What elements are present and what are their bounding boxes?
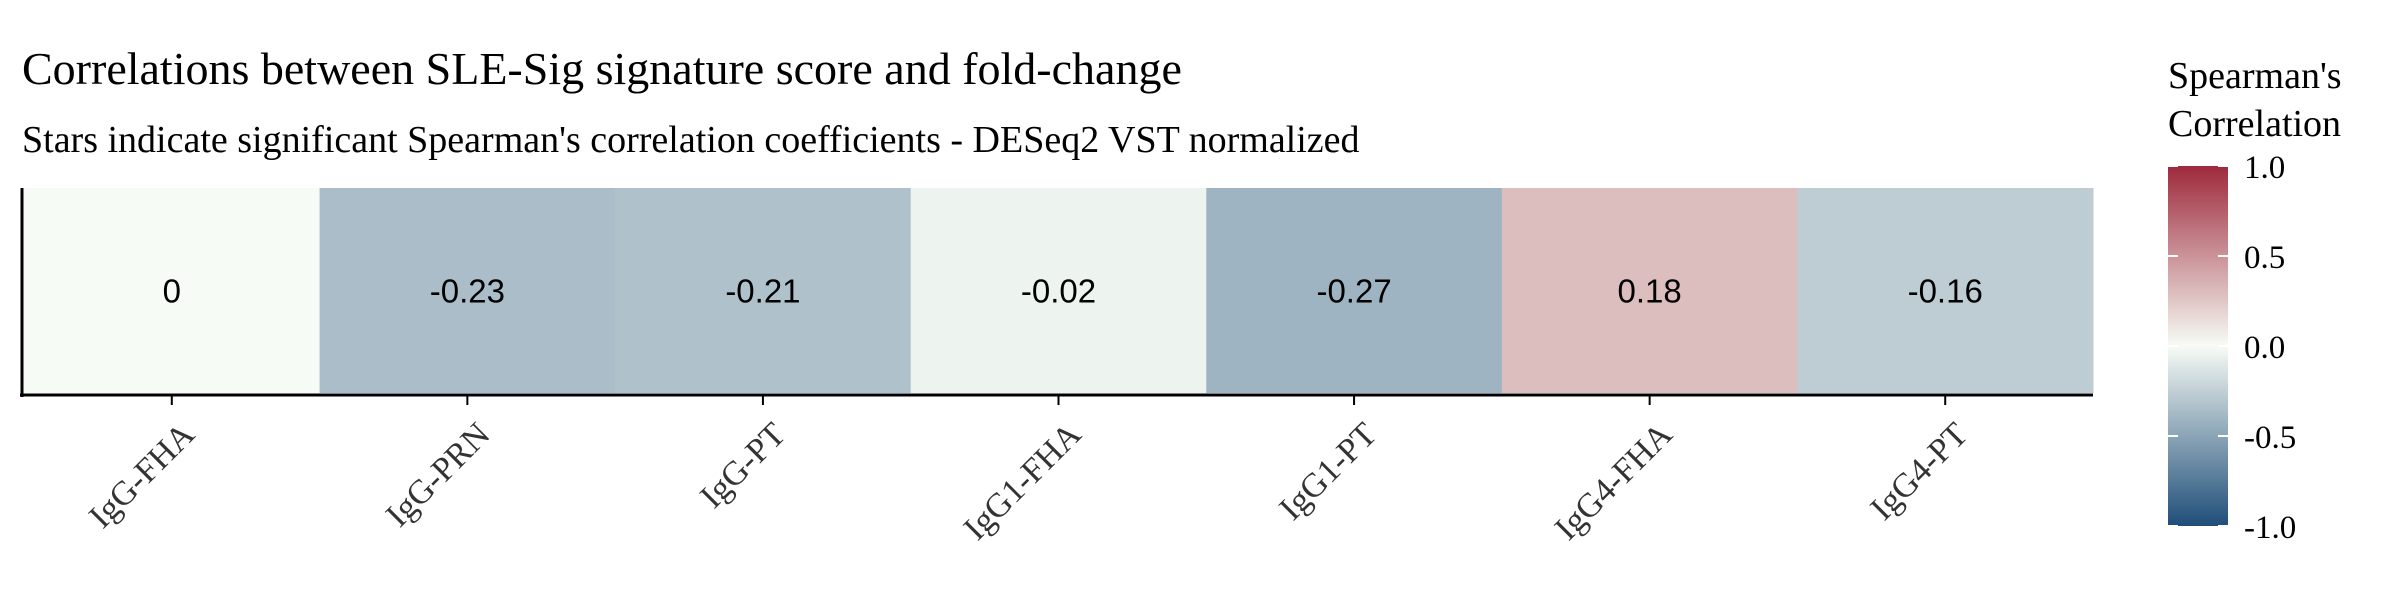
x-axis-ticks	[170, 396, 1947, 405]
x-tick-label: IgG-FHA	[82, 416, 202, 536]
x-tick-label: IgG-PT	[693, 416, 793, 516]
legend-title-line-2: Correlation	[2168, 103, 2341, 145]
cell-value-label: -0.21	[725, 273, 800, 310]
legend-tick-label: 1.0	[2244, 150, 2285, 186]
x-tick-label: IgG4-PT	[1864, 416, 1976, 528]
color-legend: Spearman's Correlation 1.0 0.5 0.0 -0.5 -1.0	[2168, 55, 2342, 546]
legend-ticks: 1.0 0.5 0.0 -0.5 -1.0	[2168, 150, 2296, 546]
heatmap-cell-igg-pt	[615, 188, 912, 393]
heatmap-cell-igg4-pt	[1797, 188, 2094, 393]
heatmap-cell-igg1-fha	[910, 188, 1207, 393]
legend-tick-label: -1.0	[2244, 510, 2296, 546]
heatmap-value-labels: 0 -0.23 -0.21 -0.02 -0.27 0.18 -0.16	[163, 273, 1983, 310]
x-tick-label: IgG4-FHA	[1548, 416, 1680, 548]
cell-value-label: -0.02	[1021, 273, 1096, 310]
legend-tick-label: -0.5	[2244, 420, 2296, 456]
heatmap-cell-igg4-fha	[1501, 188, 1798, 393]
legend-tick-label: 0.5	[2244, 240, 2285, 276]
cell-value-label: -0.16	[1908, 273, 1983, 310]
x-tick-label: IgG-PRN	[379, 416, 497, 534]
heatmap-cells	[24, 188, 2094, 393]
x-tick-label: IgG1-FHA	[957, 416, 1089, 548]
heatmap-cell-igg-prn	[319, 188, 616, 393]
cell-value-label: 0.18	[1618, 273, 1682, 310]
legend-title-line-1: Spearman's	[2168, 55, 2342, 97]
chart-subtitle: Stars indicate significant Spearman's co…	[22, 119, 1360, 161]
x-axis-tick-labels: IgG-FHA IgG-PRN IgG-PT IgG1-FHA IgG1-PT IgG4-…	[82, 416, 1975, 548]
chart-title: Correlations between SLE-Sig signature s…	[22, 43, 1182, 94]
legend-tick-label: 0.0	[2244, 330, 2285, 366]
cell-value-label: -0.27	[1316, 273, 1391, 310]
heatmap-cell-igg1-pt	[1206, 188, 1503, 393]
x-tick-label: IgG1-PT	[1272, 416, 1384, 528]
cell-value-label: 0	[163, 273, 181, 310]
cell-value-label: -0.23	[430, 273, 505, 310]
heatmap-cell-igg-fha	[24, 188, 321, 393]
